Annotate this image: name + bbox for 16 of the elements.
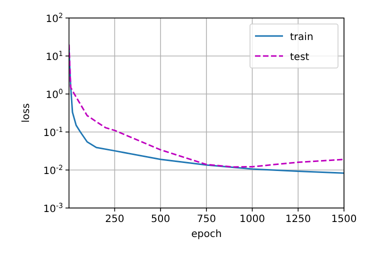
y-tick-label: 10$^{-1}$ bbox=[43, 126, 63, 139]
x-tick-label: 250 bbox=[105, 214, 124, 225]
y-tick-label: 10$^{0}$ bbox=[46, 88, 63, 101]
y-axis-title: loss bbox=[21, 103, 32, 123]
legend-label: test bbox=[290, 52, 310, 63]
x-tick-label: 1500 bbox=[331, 214, 357, 225]
y-tick-label: 10$^{-3}$ bbox=[43, 202, 63, 215]
x-axis-title: epoch bbox=[191, 229, 222, 240]
legend-label: train bbox=[290, 32, 314, 43]
x-tick-label: 1000 bbox=[240, 214, 265, 225]
y-tick-label: 10$^{-2}$ bbox=[43, 164, 63, 177]
x-tick-label: 750 bbox=[196, 214, 216, 225]
x-tick-label: 1250 bbox=[285, 214, 311, 225]
y-tick-label: 10$^{2}$ bbox=[46, 12, 63, 25]
x-tick-label: 500 bbox=[150, 214, 170, 225]
y-tick-label: 10$^{1}$ bbox=[46, 50, 63, 63]
